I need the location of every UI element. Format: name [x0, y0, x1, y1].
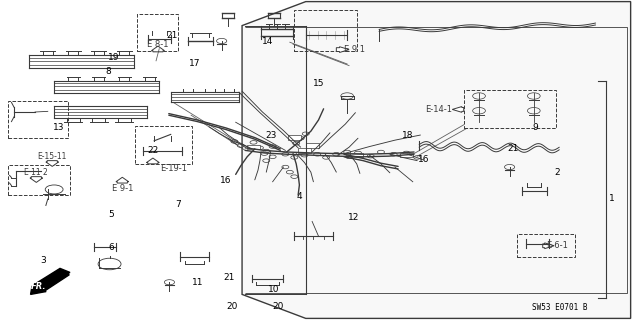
Text: E 8-1: E 8-1 — [147, 40, 169, 49]
Text: 3: 3 — [40, 256, 47, 265]
Bar — [400, 153, 413, 157]
Text: 16: 16 — [220, 176, 232, 185]
Text: 13: 13 — [53, 124, 64, 132]
Bar — [135, 126, 192, 164]
FancyArrow shape — [336, 47, 349, 52]
FancyArrow shape — [147, 158, 159, 164]
Text: 20: 20 — [227, 302, 238, 311]
FancyArrow shape — [543, 243, 554, 249]
Text: SW53 E0701 B: SW53 E0701 B — [532, 303, 587, 312]
Text: 21: 21 — [224, 273, 235, 282]
Text: 9: 9 — [532, 124, 538, 132]
Text: 20: 20 — [273, 302, 284, 311]
FancyArrow shape — [30, 177, 43, 182]
FancyArrow shape — [31, 270, 69, 294]
Text: 11: 11 — [192, 278, 203, 287]
Text: 23: 23 — [265, 132, 276, 140]
Text: 15: 15 — [313, 79, 324, 88]
Text: 7: 7 — [175, 200, 182, 209]
Bar — [8, 165, 70, 195]
Text: E 11 2: E 11 2 — [24, 168, 48, 177]
FancyArrow shape — [116, 177, 129, 183]
Text: 14: 14 — [262, 37, 273, 46]
Bar — [247, 145, 260, 149]
Text: E-6-1: E-6-1 — [547, 241, 568, 250]
FancyArrow shape — [33, 268, 70, 290]
FancyArrow shape — [452, 107, 464, 112]
Text: 5: 5 — [108, 210, 115, 219]
Bar — [464, 90, 556, 128]
Bar — [137, 14, 178, 51]
Text: E 9-1: E 9-1 — [111, 184, 133, 193]
Text: 21: 21 — [507, 144, 519, 153]
Text: E-15-11: E-15-11 — [38, 152, 67, 161]
FancyArrow shape — [46, 161, 59, 166]
Text: 16: 16 — [418, 156, 429, 164]
Text: 4: 4 — [297, 192, 302, 201]
Text: 1: 1 — [608, 194, 615, 203]
Text: 10: 10 — [268, 285, 280, 294]
Text: E 9 1: E 9 1 — [344, 45, 365, 54]
Text: 17: 17 — [189, 60, 200, 68]
FancyArrow shape — [152, 46, 164, 52]
Bar — [8, 101, 68, 138]
Text: 2: 2 — [555, 168, 560, 177]
Bar — [350, 153, 363, 157]
Bar — [298, 148, 311, 153]
Polygon shape — [242, 2, 631, 318]
Text: 8: 8 — [105, 68, 111, 76]
Bar — [517, 234, 575, 257]
Text: 6: 6 — [108, 244, 115, 252]
Text: E-14-1: E-14-1 — [426, 105, 452, 114]
Text: 19: 19 — [108, 53, 119, 62]
Text: 21: 21 — [166, 31, 178, 40]
Bar — [306, 143, 318, 148]
Text: 12: 12 — [348, 213, 359, 222]
Text: 18: 18 — [402, 132, 413, 140]
Bar — [294, 10, 357, 51]
Text: FR.: FR. — [31, 282, 46, 291]
Text: E-19-1: E-19-1 — [161, 164, 187, 173]
Bar — [288, 135, 301, 140]
Text: 22: 22 — [147, 146, 159, 155]
